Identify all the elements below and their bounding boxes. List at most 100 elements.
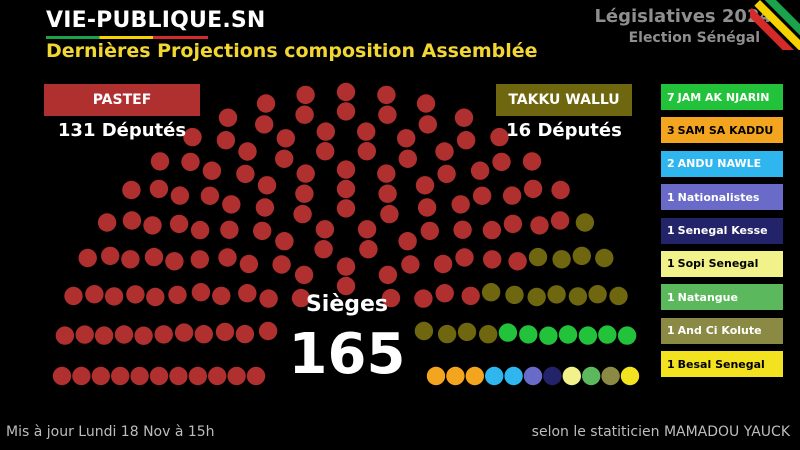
seat-dot <box>519 325 538 344</box>
seat-dot <box>144 247 164 267</box>
seat-dot <box>508 252 527 271</box>
seat-dot <box>235 324 255 344</box>
seat-dot <box>378 184 397 203</box>
seats-label: Sièges <box>305 292 389 317</box>
seat-dot <box>357 220 377 239</box>
seat-dot <box>75 325 94 344</box>
seat-dot <box>336 82 356 102</box>
seat-dot <box>181 152 200 172</box>
seat-dot <box>485 366 504 386</box>
seat-dot <box>456 131 476 150</box>
seat-dot <box>416 94 436 113</box>
legend-item-count: 3 <box>667 123 675 137</box>
seat-dot <box>357 142 376 161</box>
legend-item: 1 And Ci Kolute <box>661 317 783 344</box>
seat-dot <box>336 160 356 179</box>
legend-item: 7 JAM AK NJARIN <box>661 84 783 110</box>
seat-dot <box>437 164 456 184</box>
legend-item-name: Sopi Senegal <box>677 257 759 271</box>
seat-dot <box>111 366 130 386</box>
legend-item: 1 Natangue <box>661 284 783 311</box>
seat-dot <box>547 285 566 304</box>
seat-dot <box>426 366 446 386</box>
seat-dot <box>498 323 518 342</box>
seat-dot <box>378 265 398 285</box>
seat-dot <box>336 102 356 121</box>
update-timestamp: Mis à jour Lundi 18 Nov à 15h <box>6 424 215 440</box>
seat-dot <box>336 276 356 296</box>
seat-dot <box>543 366 562 386</box>
seat-dot <box>78 248 97 268</box>
seat-dot <box>316 122 335 141</box>
seat-dot <box>168 285 187 305</box>
legend-item: 1 Besal Senegal <box>661 351 783 378</box>
seat-dot <box>415 176 435 195</box>
seat-dot <box>227 366 246 386</box>
seat-dot <box>398 232 417 251</box>
seat-dot <box>505 285 524 305</box>
seat-dot <box>259 289 278 308</box>
seat-dot <box>461 286 480 306</box>
seat-dot <box>435 142 454 161</box>
source-credit: selon le statiticien MAMADOU YAUCK <box>531 424 790 440</box>
seat-dot <box>94 326 114 345</box>
seat-dot <box>503 214 523 234</box>
seat-dot <box>296 85 315 105</box>
seat-dot <box>575 213 595 232</box>
legend-item-count: 1 <box>667 224 675 238</box>
seat-dot <box>530 216 549 235</box>
seat-dot <box>482 220 502 240</box>
seat-dot <box>378 105 397 124</box>
seat-dot <box>578 326 598 345</box>
seat-dot <box>218 248 237 267</box>
seat-dot <box>169 366 188 386</box>
seat-dot <box>527 287 546 307</box>
seat-dot <box>523 366 543 386</box>
seat-dot <box>169 214 189 234</box>
seat-dot <box>134 326 153 345</box>
seat-dot <box>202 161 222 180</box>
seat-dot <box>481 283 501 302</box>
seat-dot <box>457 322 477 342</box>
seat-dot <box>551 180 570 200</box>
seat-dot <box>200 186 220 205</box>
seat-dot <box>588 285 607 304</box>
seat-dot <box>492 152 511 172</box>
seat-dot <box>149 179 169 199</box>
page-title: Dernières Projections composition Assemb… <box>46 40 538 62</box>
legend-item-count: 1 <box>667 357 675 371</box>
legend-item-name: SAM SA KADDU <box>677 123 774 137</box>
seat-dot <box>122 180 141 200</box>
seat-dot <box>414 289 433 308</box>
seat-dot <box>377 164 396 183</box>
seat-dot <box>380 204 399 224</box>
seat-dot <box>188 366 207 386</box>
seat-dot <box>257 176 277 195</box>
seat-dot <box>504 366 523 386</box>
seat-dot <box>291 288 311 308</box>
seat-dot <box>568 287 588 306</box>
seat-dot <box>174 323 194 342</box>
seat-dot <box>472 186 492 205</box>
seat-dot <box>126 285 145 304</box>
seat-dot <box>582 366 601 386</box>
seat-dot <box>552 250 571 269</box>
event-title: Législatives 2024 <box>594 6 772 27</box>
seat-dot <box>435 284 454 303</box>
seat-dot <box>539 326 558 345</box>
seat-dot <box>165 252 184 271</box>
seat-dot <box>212 286 231 306</box>
seat-dot <box>609 286 628 306</box>
seat-dot <box>218 108 238 127</box>
seat-dot <box>418 115 437 134</box>
legend-item-count: 7 <box>667 90 675 104</box>
legend-item: 3 SAM SA KADDU <box>661 117 783 144</box>
pastef-label-box: PASTEF <box>44 84 200 116</box>
seat-dot <box>562 366 581 386</box>
legend-item-name: ANDU NAWLE <box>677 157 762 171</box>
pastef-seat-count: 131 Députés <box>57 120 187 141</box>
seat-dot <box>85 285 104 304</box>
seat-dot <box>101 246 120 266</box>
seat-dot <box>528 247 548 267</box>
seat-dot <box>296 164 315 183</box>
